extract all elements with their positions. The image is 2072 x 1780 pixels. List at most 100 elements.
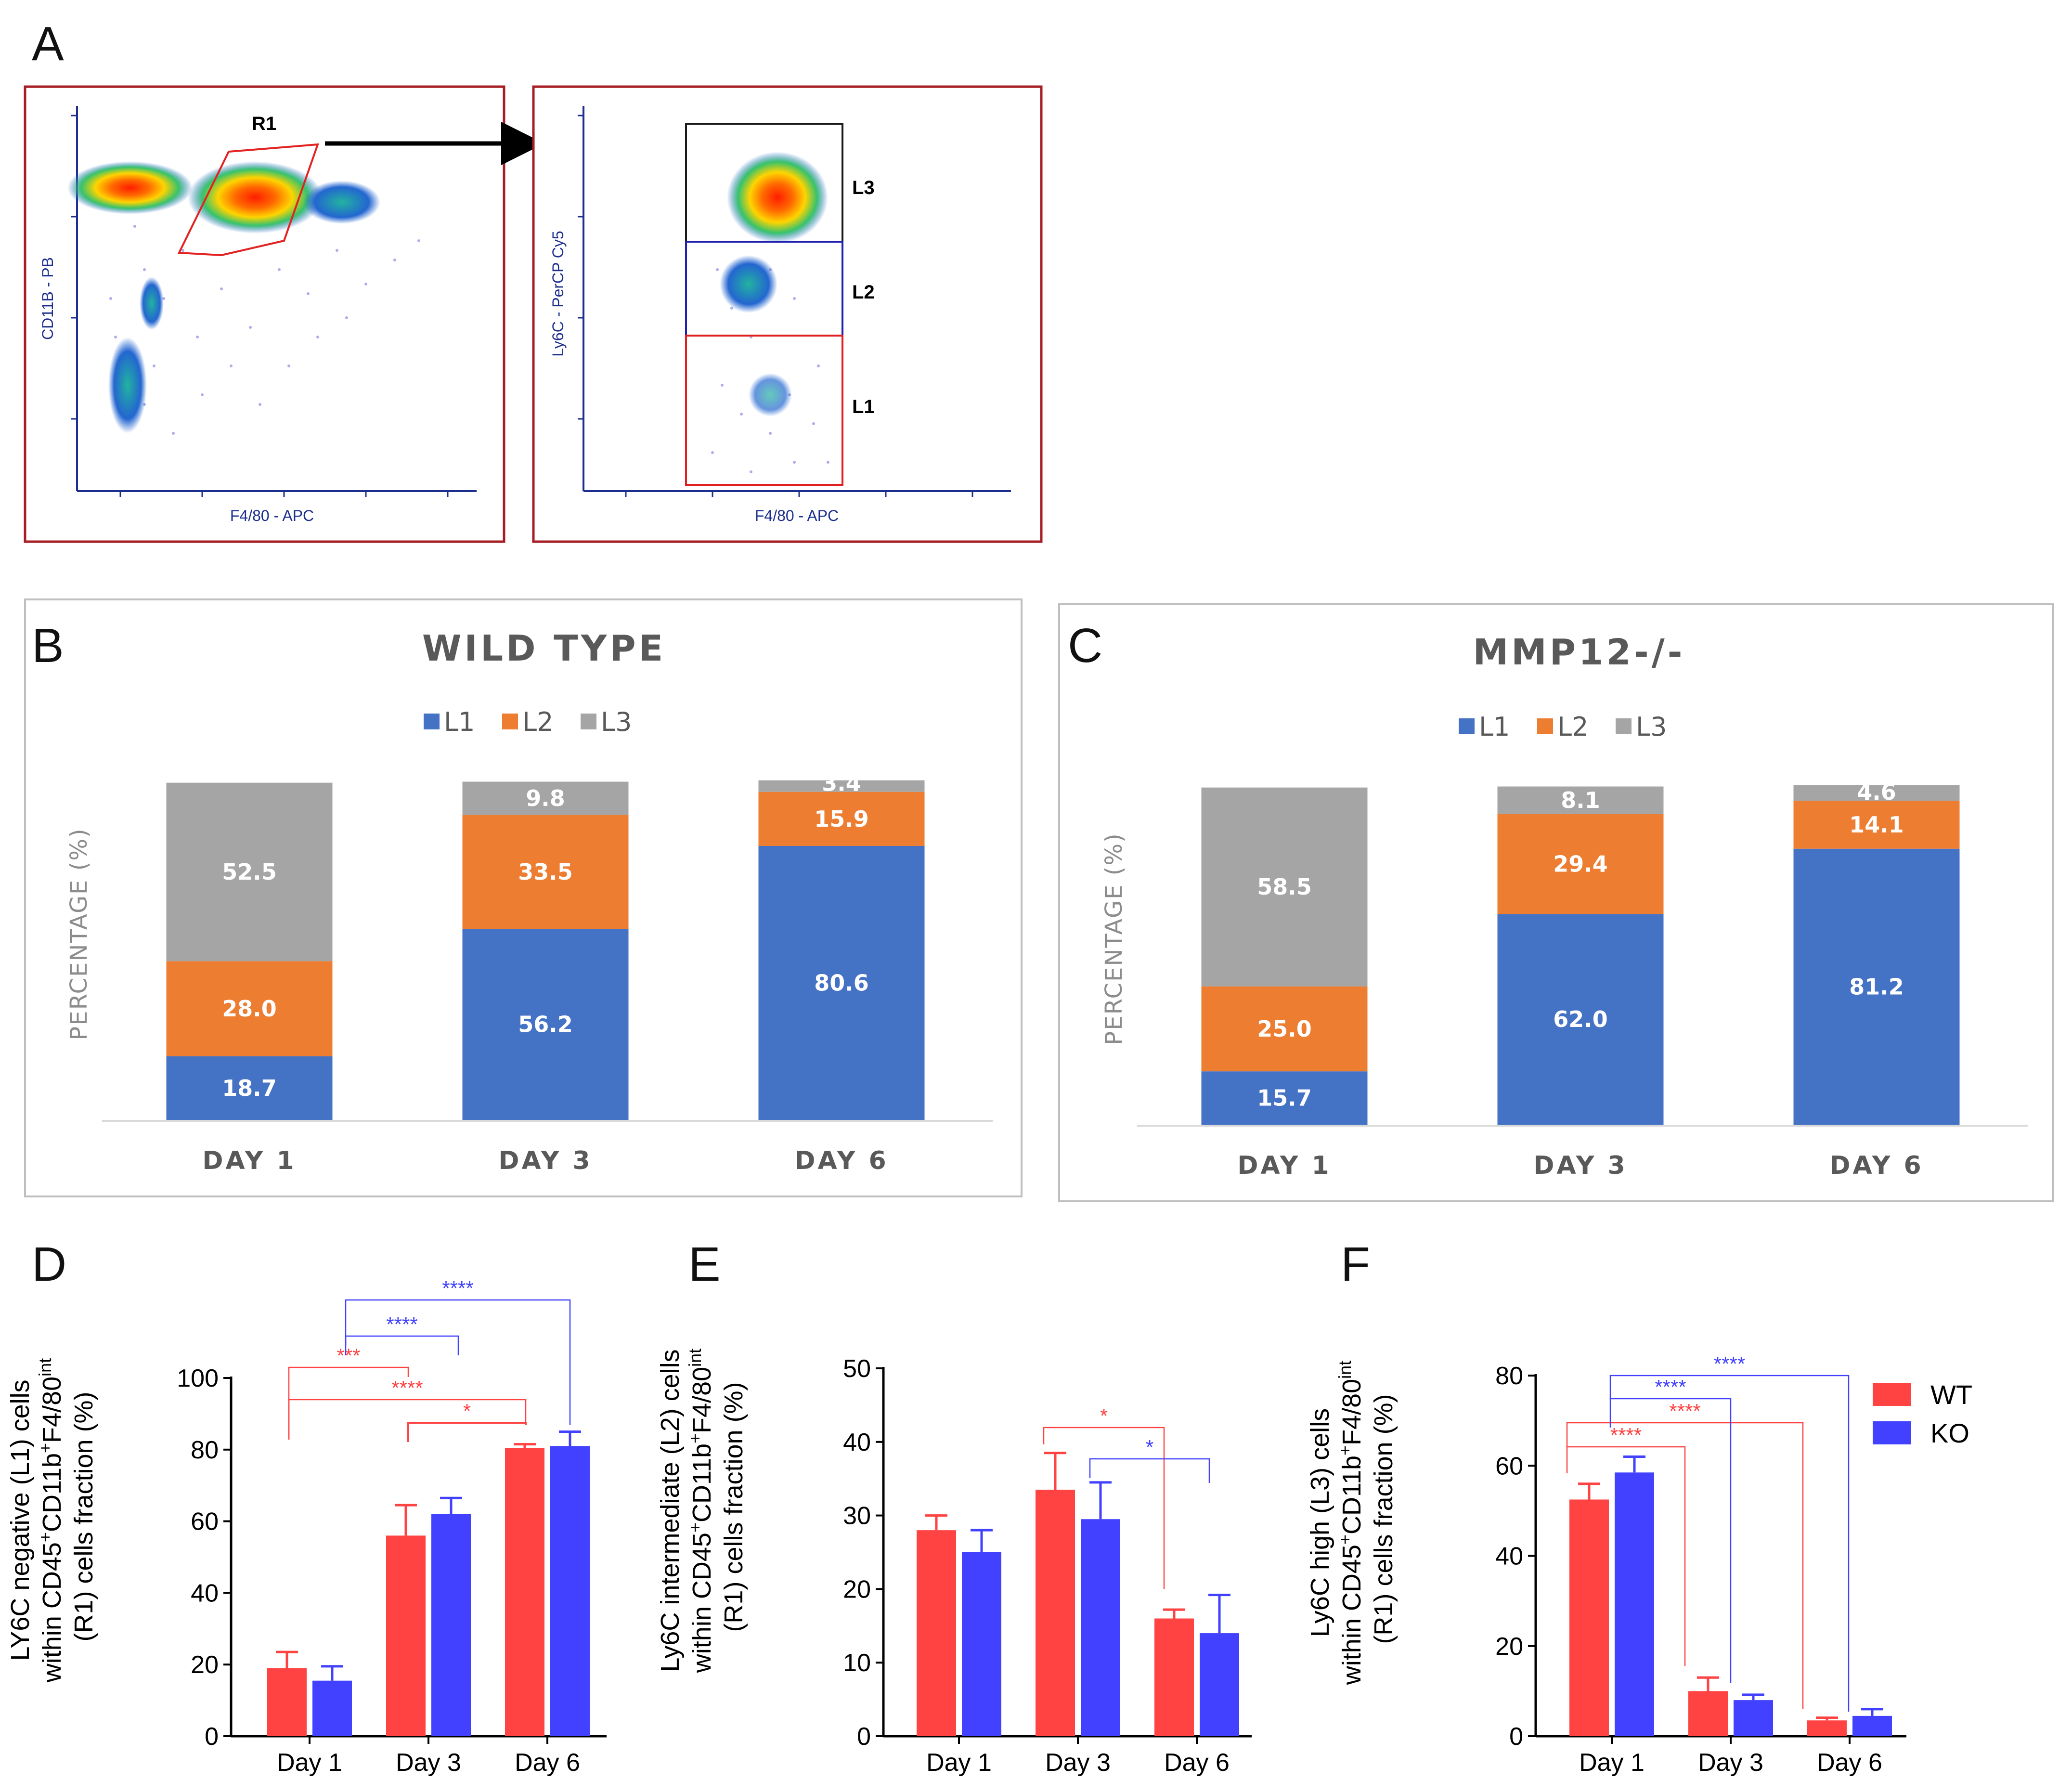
flow-right-x-label: F4/80 - APC xyxy=(755,507,839,524)
x-tick-label: Day 1 xyxy=(1579,1749,1645,1777)
l1-gate-label: L1 xyxy=(852,396,875,417)
chart-b-cat-day1: DAY 1 xyxy=(202,1146,296,1175)
chart-b-plot: 18.7 28.0 52.5 56.2 33.5 9.8 80.6 15.9 3.4 xyxy=(166,770,925,1120)
stack-label-l1-day6: 80.6 xyxy=(814,970,869,996)
y-tick-label: 40 xyxy=(843,1429,871,1456)
panel-letter-e: E xyxy=(688,1237,721,1291)
x-tick-label: Day 6 xyxy=(515,1749,580,1777)
legend-c-l2-label: L2 xyxy=(1557,712,1588,742)
bar-wt-day6 xyxy=(1807,1720,1847,1736)
y-tick-label: 60 xyxy=(191,1508,219,1536)
stack-bar-l1-day6 xyxy=(1793,848,1960,1125)
stack-bar-l3-day3 xyxy=(462,781,629,815)
stack-bar-l2-day3 xyxy=(462,815,629,929)
stack-bar-l2-day6 xyxy=(758,792,925,846)
legend-c-l3-label: L3 xyxy=(1636,712,1667,742)
bar-wt-day1 xyxy=(917,1530,956,1736)
chart-b-cat-day6: DAY 6 xyxy=(794,1146,888,1175)
chart-c-title: MMP12-/- xyxy=(1473,632,1685,673)
y-tick-label: 20 xyxy=(191,1651,219,1679)
stack-label-l2-day1: 25.0 xyxy=(1257,1016,1312,1042)
significance-label: * xyxy=(1146,1436,1153,1458)
y-tick-label: 0 xyxy=(857,1723,871,1751)
panel-letter-c: C xyxy=(1068,619,1102,673)
bar-wt-day6 xyxy=(1154,1618,1194,1736)
stack-label-l1-day1: 15.7 xyxy=(1257,1085,1312,1111)
stack-label-l3-day3: 9.8 xyxy=(526,785,565,811)
stack-bar-l2-day1 xyxy=(166,961,333,1056)
significance-label: * xyxy=(463,1400,471,1422)
y-tick-label: 60 xyxy=(1495,1452,1523,1480)
bar-wt-day1 xyxy=(1569,1499,1609,1736)
significance-label: * xyxy=(1100,1404,1108,1427)
chart-e-plot: 0 10 20 30 40 50 Day 1 Day 3 Day 6 * * xyxy=(843,1355,1252,1777)
legend-l2-label: L2 xyxy=(522,707,553,737)
stack-label-l3-day6: 3.4 xyxy=(822,770,861,796)
chart-b-legend: L1 L2 L3 xyxy=(424,707,632,737)
bar-ko-day1 xyxy=(312,1680,352,1736)
flow-left-cluster-r1 xyxy=(188,161,323,234)
stack-bar-l3-day6 xyxy=(1793,785,1960,801)
significance-bracket xyxy=(1609,1375,1850,1712)
stack-bar-l2-day6 xyxy=(1793,801,1960,849)
panel-b: B WILD TYPE L1 L2 L3 PERCENTAGE (%) 18.7… xyxy=(24,598,1023,1197)
stack-label-l1-day1: 18.7 xyxy=(222,1075,277,1101)
significance-bracket xyxy=(288,1399,527,1440)
panel-e: E 0 10 20 30 40 50 Day 1 Day 3 Day 6 * * Ly6C inte… xyxy=(656,1237,1252,1777)
significance-bracket xyxy=(345,1299,571,1425)
flow-left-cluster-low xyxy=(108,337,147,433)
stack-label-l1-day6: 81.2 xyxy=(1849,974,1904,1000)
l3-gate-label: L3 xyxy=(852,177,875,198)
stack-bar-l1-day1 xyxy=(166,1056,333,1120)
legend-wt-label: WT xyxy=(1930,1379,1972,1410)
x-tick-label: Day 3 xyxy=(396,1749,461,1777)
chart-b-y-label: PERCENTAGE (%) xyxy=(65,828,92,1040)
stack-bar-l1-day3 xyxy=(1497,914,1664,1125)
bar-ko-day6 xyxy=(1200,1633,1239,1736)
bar-ko-day6 xyxy=(550,1446,590,1736)
stack-bar-l3-day1 xyxy=(166,782,333,961)
stack-bar-l1-day3 xyxy=(462,929,629,1120)
stack-label-l2-day1: 28.0 xyxy=(222,996,277,1022)
flow-right-cluster-high xyxy=(727,152,828,243)
stack-label-l1-day3: 62.0 xyxy=(1553,1006,1608,1032)
x-tick-label: Day 3 xyxy=(1698,1749,1763,1777)
bar-wt-day3 xyxy=(386,1535,426,1736)
bar-ko-day6 xyxy=(1852,1715,1892,1736)
legend-l1-swatch xyxy=(424,714,440,729)
stack-bar-l3-day6 xyxy=(758,780,925,792)
flow-right-cluster-mid xyxy=(720,255,777,313)
y-tick-label: 80 xyxy=(191,1436,219,1464)
legend-c-l1-swatch xyxy=(1459,718,1475,734)
stack-label-l3-day1: 52.5 xyxy=(222,859,277,885)
x-tick-label: Day 6 xyxy=(1164,1749,1230,1777)
y-tick-label: 20 xyxy=(843,1575,871,1603)
significance-bracket xyxy=(1043,1427,1165,1589)
stack-label-l3-day6: 4.6 xyxy=(1857,779,1896,805)
legend-l2-swatch xyxy=(502,714,518,729)
panel-a: A xyxy=(24,17,1043,543)
stack-label-l3-day3: 8.1 xyxy=(1561,787,1600,813)
significance-label: **** xyxy=(391,1377,423,1399)
x-tick-label: Day 1 xyxy=(926,1749,992,1777)
chart-c-cat-day3: DAY 3 xyxy=(1533,1151,1627,1180)
chart-f-legend: WT KO xyxy=(1873,1379,1972,1448)
legend-wt-swatch xyxy=(1873,1383,1911,1406)
flow-plot-right: L3 L2 L1 Ly6C - PerCP Cy5 F4/80 - APC xyxy=(549,106,1011,524)
significance-label: **** xyxy=(1655,1376,1686,1398)
chart-c-y-label: PERCENTAGE (%) xyxy=(1101,832,1127,1045)
significance-bracket xyxy=(288,1366,409,1440)
chart-c-legend: L1 L2 L3 xyxy=(1459,712,1667,742)
bar-ko-day3 xyxy=(431,1514,471,1736)
bar-wt-day3 xyxy=(1688,1691,1728,1736)
panel-letter-f: F xyxy=(1341,1237,1370,1291)
legend-c-l2-swatch xyxy=(1537,718,1553,734)
chart-b-cat-day3: DAY 3 xyxy=(498,1146,592,1175)
flow-left-cluster-main xyxy=(67,161,193,214)
flow-right-y-label: Ly6C - PerCP Cy5 xyxy=(549,231,567,356)
chart-b-title: WILD TYPE xyxy=(422,628,666,669)
legend-c-l1-label: L1 xyxy=(1479,712,1510,742)
